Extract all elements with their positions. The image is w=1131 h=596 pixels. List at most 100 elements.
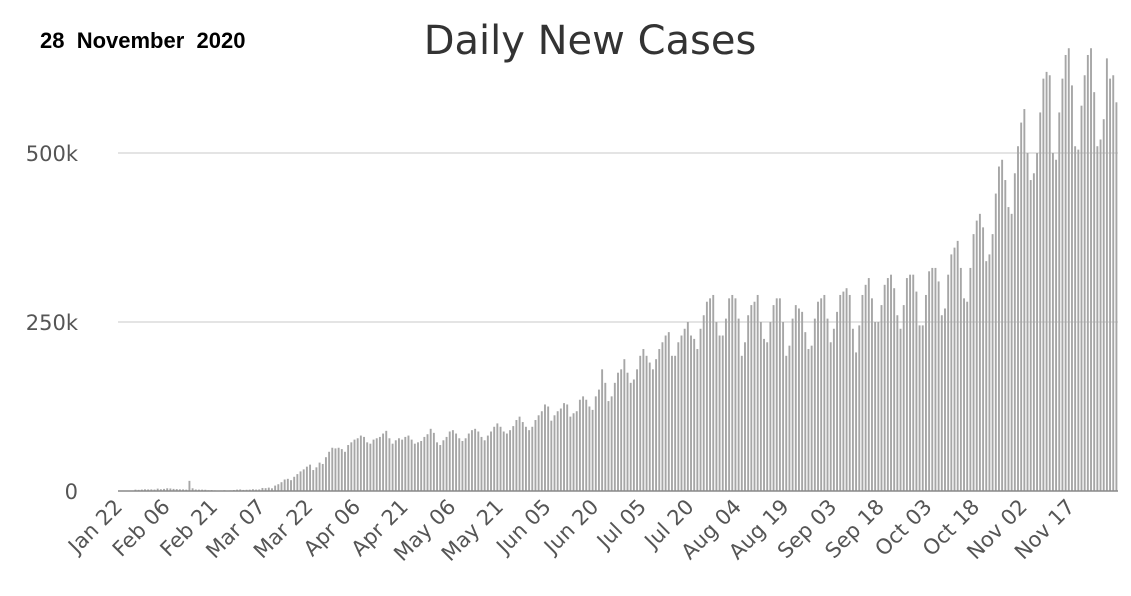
bar bbox=[178, 489, 181, 491]
bar bbox=[534, 420, 537, 491]
bar bbox=[928, 271, 931, 491]
bar bbox=[940, 315, 943, 491]
bar bbox=[305, 466, 308, 491]
bar bbox=[309, 464, 312, 491]
bar bbox=[1023, 109, 1026, 491]
bar bbox=[169, 488, 172, 491]
bar bbox=[359, 435, 362, 491]
bar bbox=[512, 426, 515, 491]
bar bbox=[499, 426, 502, 491]
bar bbox=[594, 396, 597, 491]
bar bbox=[347, 445, 350, 491]
bar bbox=[998, 166, 1000, 491]
bar bbox=[1036, 153, 1038, 491]
bar bbox=[686, 322, 689, 491]
bar bbox=[804, 332, 807, 491]
bar bbox=[769, 322, 772, 491]
bar bbox=[518, 416, 521, 491]
bar bbox=[683, 328, 686, 491]
bar bbox=[1064, 54, 1067, 491]
bar bbox=[528, 430, 531, 491]
bar bbox=[1001, 159, 1004, 491]
bar bbox=[798, 308, 800, 491]
bar bbox=[524, 426, 527, 491]
bar bbox=[550, 420, 553, 491]
bar bbox=[982, 227, 985, 492]
bar bbox=[842, 291, 845, 491]
bar bbox=[702, 315, 705, 491]
bar bbox=[909, 274, 912, 491]
bar bbox=[331, 447, 334, 491]
bar bbox=[1061, 78, 1064, 491]
bar bbox=[366, 442, 369, 491]
bar bbox=[274, 485, 277, 491]
bar bbox=[290, 480, 292, 491]
bar bbox=[924, 294, 927, 491]
gridlines bbox=[118, 152, 1118, 323]
bar bbox=[353, 439, 356, 491]
bar bbox=[1090, 48, 1092, 491]
bar bbox=[280, 482, 283, 491]
bar bbox=[286, 478, 289, 491]
bar bbox=[775, 298, 778, 491]
bar bbox=[883, 284, 886, 491]
bar bbox=[677, 342, 680, 491]
bar bbox=[261, 487, 264, 491]
bar bbox=[251, 489, 254, 491]
bar bbox=[934, 267, 937, 491]
bar bbox=[172, 488, 175, 491]
x-tick-label: Jul 05 bbox=[591, 495, 651, 555]
bar bbox=[324, 457, 327, 491]
bar bbox=[705, 301, 708, 491]
bar bbox=[607, 401, 610, 491]
bar bbox=[902, 305, 905, 491]
bar bbox=[715, 322, 718, 491]
bar bbox=[429, 428, 432, 491]
bar bbox=[794, 305, 797, 491]
bar bbox=[1051, 153, 1054, 491]
bar bbox=[1080, 105, 1083, 492]
bar bbox=[474, 428, 477, 491]
bar bbox=[626, 372, 629, 491]
bar bbox=[972, 234, 975, 491]
bar bbox=[537, 415, 540, 491]
bar bbox=[385, 430, 388, 491]
bar bbox=[502, 431, 505, 491]
bar bbox=[750, 305, 753, 491]
bar bbox=[448, 431, 451, 491]
bar bbox=[315, 467, 318, 491]
bar bbox=[340, 449, 343, 491]
bar bbox=[648, 362, 651, 491]
bar bbox=[632, 379, 635, 491]
bar bbox=[283, 479, 286, 491]
bar bbox=[724, 318, 727, 491]
bar bbox=[1020, 122, 1023, 491]
bar bbox=[553, 415, 556, 491]
bar bbox=[817, 301, 819, 491]
bar bbox=[505, 433, 508, 491]
bar bbox=[467, 433, 470, 491]
bar bbox=[566, 404, 569, 491]
bar bbox=[991, 234, 994, 491]
bar bbox=[778, 298, 781, 491]
bar bbox=[1013, 173, 1016, 491]
bar bbox=[623, 359, 626, 491]
bar bbox=[293, 476, 296, 491]
bar bbox=[1083, 75, 1086, 491]
y-tick-label: 0 bbox=[65, 480, 78, 504]
bar bbox=[556, 411, 559, 491]
bar bbox=[1026, 153, 1029, 491]
bar bbox=[766, 342, 769, 491]
bar bbox=[807, 349, 810, 491]
bar bbox=[423, 436, 426, 491]
bar bbox=[737, 318, 740, 491]
bar bbox=[651, 369, 654, 491]
bar bbox=[845, 288, 848, 491]
bar bbox=[1102, 119, 1105, 491]
bar bbox=[588, 406, 591, 491]
bar bbox=[372, 439, 375, 491]
bar bbox=[1032, 173, 1035, 491]
bar bbox=[239, 489, 242, 491]
bar bbox=[363, 436, 365, 491]
